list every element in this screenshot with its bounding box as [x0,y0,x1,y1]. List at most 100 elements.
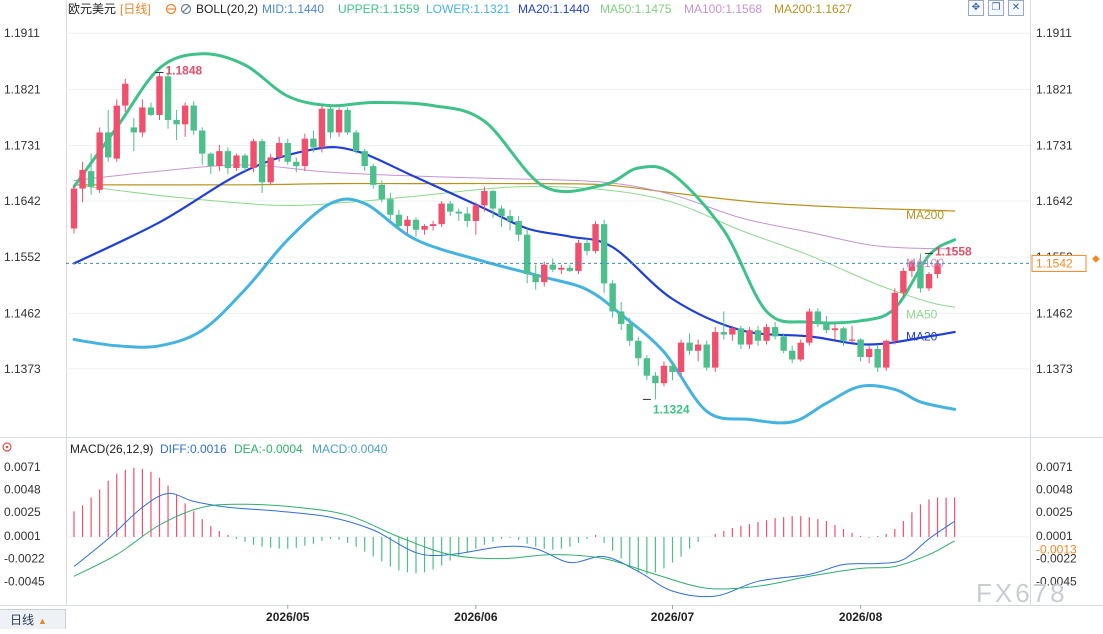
boll-upper: UPPER:1.1559 [338,2,420,16]
boll-mid: MID:1.1440 [262,2,324,16]
candle-up [934,263,941,275]
candle-down [130,127,138,133]
price-tick-left: 1.1552 [4,250,41,264]
macd-tick-right: -0.0045 [1036,574,1077,588]
candle-down [241,155,249,168]
close-icon[interactable]: ✕ [1008,0,1024,16]
period-tag[interactable]: [日线] [120,2,151,16]
candle-down [549,264,556,270]
candle-up [429,224,437,226]
time-tick-label: 2026/08 [839,610,883,624]
boll-upper-line [72,52,957,325]
ma20-value: MA20:1.1440 [518,2,590,16]
macd-name: MACD(26,12,9) [70,442,153,456]
period-selector[interactable]: 日线 ▲ [0,609,66,629]
candle-down [515,221,522,235]
candle-up [276,143,283,158]
price-header: 欧元美元 [日线] BOLL(20,2) MID:1.1440 UPPER:1.… [68,2,852,16]
candle-up [558,267,565,270]
candle-down [147,107,155,115]
candle-up [694,344,702,351]
price-tick-left: 1.1642 [4,194,41,208]
candle-down [635,340,642,359]
candles [70,72,941,400]
macd-diff: DIFF:0.0016 [160,442,227,456]
candle-down [387,199,394,215]
candle-up [908,261,916,271]
ma100-label: MA100 [906,256,944,270]
candle-up [156,76,163,115]
candle-down [87,171,95,187]
candle-up [233,155,240,168]
candle-down [464,213,471,222]
candle-up [883,340,890,368]
price-tick-right: 1.1373 [1036,362,1073,376]
price-tick-right: 1.1911 [1036,26,1072,40]
candle-down [737,328,745,345]
macd-tick-right: -0.0022 [1036,552,1077,566]
candle-down [609,283,616,312]
candle-up [113,105,120,159]
candle-up [712,332,719,368]
candle-up [831,328,839,331]
candle-up [865,348,873,358]
macd-tick-left: 0.0071 [4,460,41,474]
candle-up [763,327,770,341]
candle-down [447,203,454,212]
current-price-box [1031,254,1087,272]
macd-tick-left: -0.0022 [4,552,45,566]
candle-down [258,141,266,183]
candle-up [96,132,103,190]
candle-up [806,311,813,343]
time-tick-label: 2026/05 [266,610,310,624]
macd-tick-left: 0.0025 [4,505,41,519]
candle-up [70,188,78,229]
candle-up [181,105,189,125]
candle-down [284,143,291,162]
candle-down [105,132,112,158]
candle-down [626,323,633,341]
ma100-value: MA100:1.1568 [684,2,762,16]
candle-down [686,342,693,351]
extreme-price-label: 1.1324 [653,402,690,416]
candle-down [199,130,206,154]
settings-icon[interactable] [165,3,177,15]
macd-panel [73,467,956,598]
candle-down [395,214,403,226]
candle-down [207,153,214,167]
candle-up [797,342,804,360]
ma50-value: MA50:1.1475 [600,2,672,16]
candle-up [575,242,582,271]
candle-up [79,169,86,189]
macd-header: MACD(26,12,9) DIFF:0.0016 DEA:-0.0004 MA… [2,442,388,456]
triangle-up-icon: ▲ [38,616,47,626]
candle-down [600,224,608,284]
indicator-toggle-icon[interactable] [180,3,192,15]
candle-up [746,330,753,345]
candle-up [891,292,898,341]
candle-up [541,264,548,283]
price-tick-left: 1.1911 [4,26,40,40]
candle-down [703,344,710,368]
restore-icon[interactable]: ❐ [988,0,1004,16]
candle-up [729,328,736,335]
time-tick-label: 2026/07 [651,610,695,624]
macd-tick-left: -0.0045 [4,574,45,588]
candle-down [344,109,351,133]
expand-icon[interactable]: ✥ [968,0,984,16]
diff-line [73,492,955,598]
boll-lower-line [72,197,957,425]
candle-up [335,109,343,133]
price-tick-left: 1.1462 [4,306,41,320]
candle-down [498,208,505,217]
candle-down [412,219,420,230]
candle-up [301,138,309,167]
candle-down [378,184,385,200]
ma50-line [73,184,956,308]
candle-up [472,205,480,222]
candle-down [643,358,651,376]
candle-down [327,108,334,133]
macd-settings-icon[interactable] [2,442,12,452]
ma50-label: MA50 [906,308,938,322]
